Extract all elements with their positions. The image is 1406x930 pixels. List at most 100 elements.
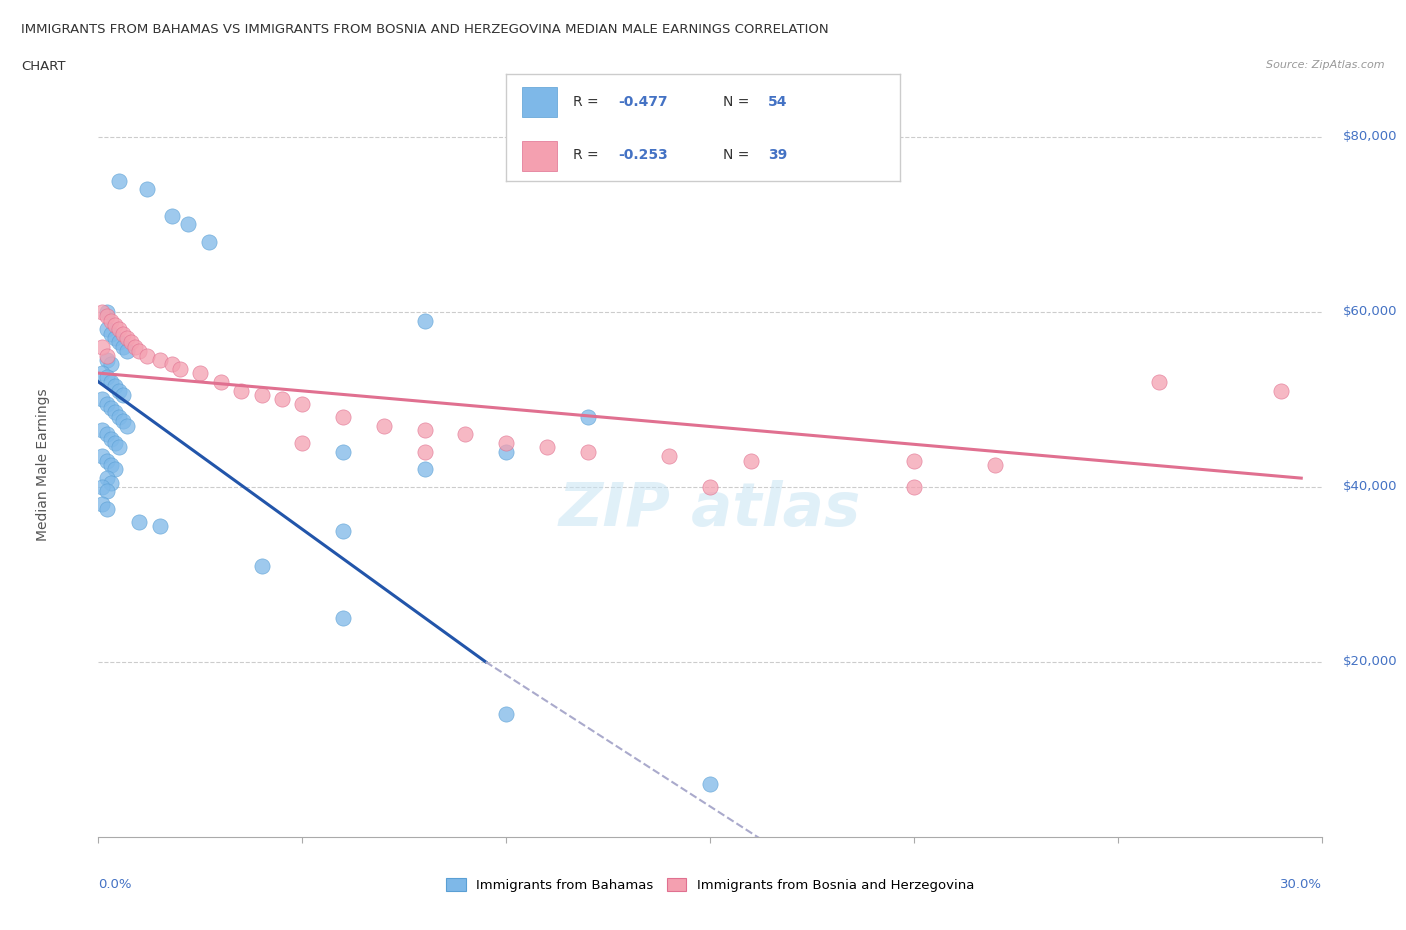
Point: [984, 458, 1007, 472]
Point: [100, 313, 122, 328]
Point: [108, 173, 131, 188]
Point: [291, 435, 314, 450]
Point: [91, 365, 114, 380]
Point: [1270, 383, 1292, 398]
Point: [100, 375, 122, 390]
Point: [115, 344, 138, 359]
Point: [495, 707, 517, 722]
Point: [576, 445, 599, 459]
Point: [104, 379, 127, 393]
Point: [169, 361, 191, 376]
Point: [136, 182, 159, 197]
Point: [100, 326, 122, 341]
Point: [100, 458, 122, 472]
Point: [96, 309, 118, 324]
Text: $20,000: $20,000: [1343, 656, 1398, 669]
Point: [177, 217, 200, 232]
Point: [332, 611, 354, 626]
Legend: Immigrants from Bahamas, Immigrants from Bosnia and Herzegovina: Immigrants from Bahamas, Immigrants from…: [440, 872, 980, 897]
Point: [91, 339, 114, 354]
Point: [104, 462, 127, 477]
Text: $60,000: $60,000: [1343, 305, 1398, 318]
Point: [96, 501, 118, 516]
Point: [149, 352, 172, 367]
Point: [104, 405, 127, 420]
Point: [454, 427, 477, 442]
Point: [124, 339, 146, 354]
Point: [96, 348, 118, 363]
Point: [160, 208, 183, 223]
Point: [108, 335, 131, 350]
Text: 54: 54: [768, 95, 787, 109]
Point: [111, 388, 134, 403]
Point: [100, 475, 122, 490]
Point: [128, 514, 150, 529]
Point: [149, 519, 172, 534]
Point: [96, 427, 118, 442]
Point: [270, 392, 294, 406]
Text: IMMIGRANTS FROM BAHAMAS VS IMMIGRANTS FROM BOSNIA AND HERZEGOVINA MEDIAN MALE EA: IMMIGRANTS FROM BAHAMAS VS IMMIGRANTS FR…: [21, 23, 828, 36]
Point: [576, 409, 599, 424]
Text: R =: R =: [574, 95, 603, 109]
Point: [250, 388, 273, 403]
Point: [136, 348, 159, 363]
Point: [197, 234, 219, 249]
Point: [495, 445, 517, 459]
Point: [91, 480, 114, 495]
Point: [96, 322, 118, 337]
Point: [250, 558, 273, 573]
Point: [115, 331, 138, 346]
Point: [96, 471, 118, 485]
Point: [96, 453, 118, 468]
Point: [413, 313, 436, 328]
Point: [96, 370, 118, 385]
Point: [128, 344, 150, 359]
Point: [91, 422, 114, 437]
Point: [413, 422, 436, 437]
Text: $80,000: $80,000: [1343, 130, 1398, 143]
Point: [111, 414, 134, 429]
Point: [111, 339, 134, 354]
Point: [332, 524, 354, 538]
Text: CHART: CHART: [21, 60, 66, 73]
Text: -0.253: -0.253: [619, 148, 668, 162]
Point: [104, 317, 127, 332]
Point: [291, 396, 314, 411]
Point: [96, 304, 118, 319]
Text: ZIP atlas: ZIP atlas: [560, 480, 860, 539]
Text: N =: N =: [723, 148, 754, 162]
Point: [100, 357, 122, 372]
Point: [1147, 375, 1170, 390]
Point: [903, 453, 925, 468]
Point: [160, 357, 183, 372]
Point: [108, 383, 131, 398]
Point: [658, 449, 681, 464]
Point: [188, 365, 212, 380]
Point: [96, 352, 118, 367]
Point: [108, 440, 131, 455]
Point: [536, 440, 558, 455]
Text: R =: R =: [574, 148, 603, 162]
Point: [91, 497, 114, 512]
Point: [100, 401, 122, 416]
Point: [104, 435, 127, 450]
Point: [91, 392, 114, 406]
Point: [373, 418, 395, 433]
Point: [111, 326, 134, 341]
Point: [104, 331, 127, 346]
Point: [332, 445, 354, 459]
Point: [740, 453, 762, 468]
Point: [495, 435, 517, 450]
Point: [209, 375, 232, 390]
Point: [108, 322, 131, 337]
FancyBboxPatch shape: [522, 87, 557, 117]
Point: [699, 777, 721, 792]
Text: -0.477: -0.477: [619, 95, 668, 109]
Text: Source: ZipAtlas.com: Source: ZipAtlas.com: [1267, 60, 1385, 71]
Text: N =: N =: [723, 95, 754, 109]
Point: [108, 409, 131, 424]
Point: [91, 304, 114, 319]
Text: 0.0%: 0.0%: [98, 878, 132, 891]
Point: [91, 449, 114, 464]
Text: $40,000: $40,000: [1343, 481, 1398, 494]
